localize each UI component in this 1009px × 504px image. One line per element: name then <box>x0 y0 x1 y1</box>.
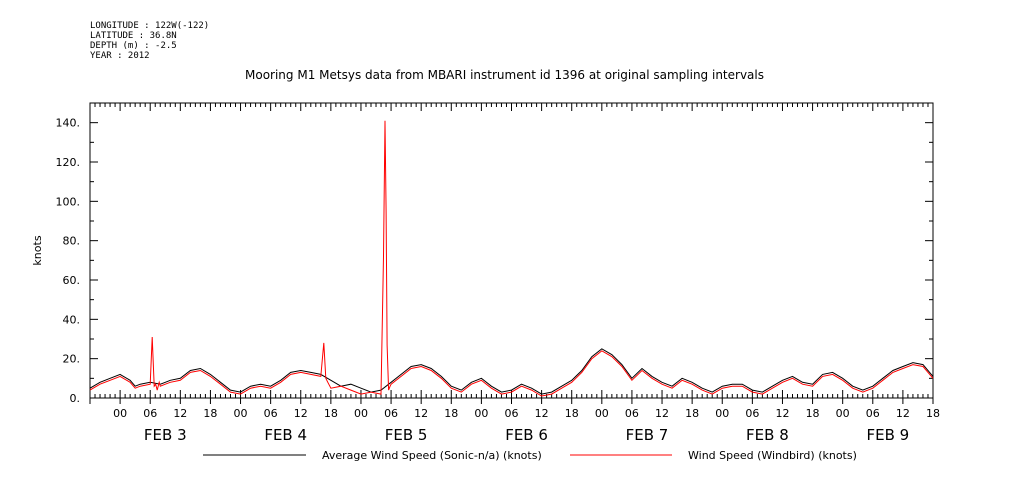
y-axis-label: knots <box>31 235 44 265</box>
x-tick-label: 00 <box>836 407 850 420</box>
x-tick-label: 12 <box>294 407 308 420</box>
day-label: FEB 7 <box>626 426 669 444</box>
legend-label-average: Average Wind Speed (Sonic-n/a) (knots) <box>322 449 542 462</box>
x-tick-label: 00 <box>354 407 368 420</box>
metadata-block: LONGITUDE : 122W(-122) LATITUDE : 36.8N … <box>90 21 209 61</box>
day-label: FEB 9 <box>866 426 909 444</box>
day-label: FEB 5 <box>385 426 428 444</box>
chart-title: Mooring M1 Metsys data from MBARI instru… <box>245 68 764 82</box>
day-label: FEB 8 <box>746 426 789 444</box>
x-tick-label: 06 <box>505 407 519 420</box>
y-tick-label: 140. <box>56 117 81 130</box>
x-tick-label: 18 <box>324 407 338 420</box>
x-tick-label: 18 <box>565 407 579 420</box>
series-line-average-wind-speed <box>89 348 934 395</box>
y-tick-label: 0. <box>70 392 81 405</box>
day-label: FEB 6 <box>505 426 548 444</box>
x-tick-label: 18 <box>444 407 458 420</box>
x-tick-label: 12 <box>775 407 789 420</box>
x-tick-label: 00 <box>595 407 609 420</box>
x-tick-label: 18 <box>203 407 217 420</box>
x-tick-label: 12 <box>655 407 669 420</box>
x-tick-label: 00 <box>474 407 488 420</box>
y-tick-label: 60. <box>63 274 81 287</box>
y-tick-label: 40. <box>63 313 81 326</box>
legend-label-windbird: Wind Speed (Windbird) (knots) <box>688 449 857 462</box>
x-tick-label: 18 <box>806 407 820 420</box>
x-tick-label: 12 <box>896 407 910 420</box>
day-label: FEB 4 <box>264 426 307 444</box>
year-label: YEAR : 2012 <box>90 51 150 61</box>
x-tick-label: 06 <box>264 407 278 420</box>
x-tick-label: 00 <box>715 407 729 420</box>
longitude-label: LONGITUDE : 122W(-122) <box>90 21 210 31</box>
x-tick-label: 00 <box>113 407 127 420</box>
x-tick-label: 18 <box>926 407 940 420</box>
latitude-label: LATITUDE : 36.8N <box>90 31 177 41</box>
x-tick-label: 12 <box>173 407 187 420</box>
x-tick-label: 12 <box>414 407 428 420</box>
y-tick-label: 20. <box>63 353 81 366</box>
x-tick-label: 06 <box>384 407 398 420</box>
depth-label: DEPTH (m) : -2.5 <box>90 41 177 51</box>
series-line-windbird-wind-speed <box>89 120 934 397</box>
y-tick-label: 120. <box>56 156 81 169</box>
x-tick-label: 06 <box>625 407 639 420</box>
x-tick-label: 00 <box>234 407 248 420</box>
x-tick-label: 12 <box>535 407 549 420</box>
x-tick-label: 18 <box>685 407 699 420</box>
x-tick-label: 06 <box>143 407 157 420</box>
day-label: FEB 3 <box>144 426 187 444</box>
x-tick-label: 06 <box>866 407 880 420</box>
y-tick-label: 80. <box>63 235 81 248</box>
plot-frame <box>89 102 934 399</box>
y-tick-label: 100. <box>56 195 81 208</box>
x-tick-label: 06 <box>745 407 759 420</box>
